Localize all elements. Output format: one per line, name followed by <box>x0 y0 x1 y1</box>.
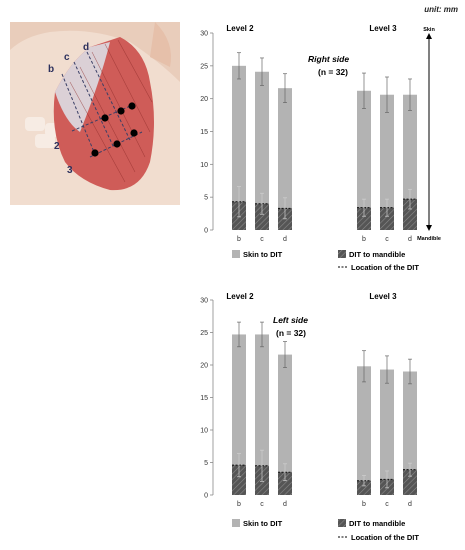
bar-dit-to-mandible-level-3-d <box>403 199 417 230</box>
anatomy-illustration-svg: b c d 2 3 <box>10 22 180 205</box>
muscle-fibers <box>69 39 153 183</box>
bar-skin-to-dit-level-3-c <box>380 94 394 230</box>
bar-dit-to-mandible-level-2-d <box>278 472 292 495</box>
line-label-b: b <box>48 64 54 75</box>
bar-skin-to-dit-level-2-b <box>232 65 246 230</box>
bar-skin-to-dit-level-2-b <box>232 334 246 495</box>
bar-dit-to-mandible-level-2-b <box>232 465 246 495</box>
chart-title: Right side <box>308 54 349 64</box>
y-tick-label: 10 <box>200 428 208 435</box>
level-label-3: 3 <box>67 165 73 176</box>
group-label-level-3: Level 3 <box>369 292 397 301</box>
legend-location-label: Location of the DIT <box>351 533 419 542</box>
point-d3 <box>130 129 138 137</box>
bar-skin-to-dit-level-3-d <box>403 371 417 495</box>
anatomy-illustration: b c d 2 3 <box>10 22 180 205</box>
x-tick-label-d: d <box>283 501 287 508</box>
legend-mandible-label: DIT to mandible <box>349 519 405 528</box>
y-tick-label: 30 <box>200 298 208 305</box>
unit-label-layer: unit: mm <box>424 5 458 14</box>
tendon-region <box>55 42 110 132</box>
x-tick-label-b: b <box>237 501 241 508</box>
point-c3 <box>113 140 121 148</box>
point-d2 <box>128 102 136 110</box>
chart-right-side: 0 5 10 15 20 25 30 b c d b c d Right side (n = 32) L… <box>200 24 441 272</box>
bar-dit-to-mandible-level-3-d <box>403 469 417 495</box>
chart-n-label: (n = 32) <box>318 67 348 77</box>
legend-swatch-skin <box>232 519 240 527</box>
bar-skin-to-dit-level-2-c <box>255 334 269 495</box>
y-tick-label: 15 <box>200 129 208 136</box>
y-tick-label: 25 <box>200 330 208 337</box>
x-tick-label-c: c <box>260 236 264 243</box>
bar-skin-to-dit-level-3-c <box>380 369 394 495</box>
y-tick-label: 15 <box>200 395 208 402</box>
x-tick-label-c: c <box>385 501 389 508</box>
x-tick-label-d: d <box>283 236 287 243</box>
x-tick-label-c: c <box>385 236 389 243</box>
bar-dit-to-mandible-level-3-c <box>380 207 394 230</box>
line-label-d: d <box>83 42 89 53</box>
y-tick-label: 30 <box>200 31 208 38</box>
y-tick-label: 0 <box>204 228 208 235</box>
group-label-level-2: Level 2 <box>226 292 254 301</box>
chart-left-side: 0 5 10 15 20 25 30 b c d b c d Left side (n = 32) Le… <box>200 292 419 542</box>
bar-skin-to-dit-level-3-b <box>357 366 371 495</box>
y-tick-label: 20 <box>200 96 208 103</box>
x-tick-label-d: d <box>408 501 412 508</box>
bar-dit-to-mandible-level-3-b <box>357 207 371 230</box>
legend-skin-label: Skin to DIT <box>243 250 283 259</box>
y-tick-label: 20 <box>200 363 208 370</box>
point-b2 <box>101 114 109 122</box>
plot-area: 0 5 10 15 20 25 30 b c d b c d <box>200 298 417 508</box>
bar-skin-to-dit-level-3-d <box>403 94 417 230</box>
x-tick-label-b: b <box>362 236 366 243</box>
y-tick-label: 5 <box>204 460 208 467</box>
legend-swatch-skin <box>232 250 240 258</box>
bar-skin-to-dit-level-3-b <box>357 90 371 230</box>
plot-area: 0 5 10 15 20 25 30 b c d b c d <box>200 31 417 243</box>
line-label-c: c <box>64 52 70 63</box>
point-b3 <box>91 149 99 157</box>
legend: Skin to DIT DIT to mandible Location of … <box>232 519 419 542</box>
x-tick-label-b: b <box>362 501 366 508</box>
bar-dit-to-mandible-level-3-b <box>357 480 371 495</box>
legend-mandible-label: DIT to mandible <box>349 250 405 259</box>
chart-title: Left side <box>273 315 308 325</box>
group-label-level-2: Level 2 <box>226 24 254 33</box>
group-label-level-3: Level 3 <box>369 24 397 33</box>
x-tick-label-d: d <box>408 236 412 243</box>
arrow-skin-label: Skin <box>423 27 435 33</box>
legend-swatch-mandible <box>338 519 346 527</box>
depth-arrow <box>426 33 432 231</box>
bar-skin-to-dit-level-2-d <box>278 88 292 230</box>
bar-skin-to-dit-level-2-c <box>255 71 269 230</box>
y-tick-label: 10 <box>200 162 208 169</box>
legend: Skin to DIT DIT to mandible Location of … <box>232 250 419 272</box>
unit-label: unit: mm <box>424 5 458 14</box>
bar-dit-to-mandible-level-2-c <box>255 203 269 230</box>
x-tick-label-b: b <box>237 236 241 243</box>
legend-location-label: Location of the DIT <box>351 263 419 272</box>
point-c2 <box>117 107 125 115</box>
bar-skin-to-dit-level-2-d <box>278 354 292 495</box>
level-label-2: 2 <box>54 141 60 152</box>
legend-skin-label: Skin to DIT <box>243 519 283 528</box>
y-tick-label: 5 <box>204 195 208 202</box>
neck-shadow <box>10 22 180 82</box>
y-tick-label: 25 <box>200 63 208 70</box>
cartilage-1 <box>25 117 45 131</box>
chart-n-label: (n = 32) <box>276 328 306 338</box>
cartilage-3 <box>35 134 55 148</box>
y-tick-label: 0 <box>204 493 208 500</box>
measurement-lines <box>61 51 143 158</box>
measurement-points <box>91 102 138 157</box>
ear-shape <box>150 22 171 67</box>
legend-swatch-mandible <box>338 250 346 258</box>
x-tick-label-c: c <box>260 501 264 508</box>
arrow-mandible-label: Mandible <box>417 236 441 242</box>
